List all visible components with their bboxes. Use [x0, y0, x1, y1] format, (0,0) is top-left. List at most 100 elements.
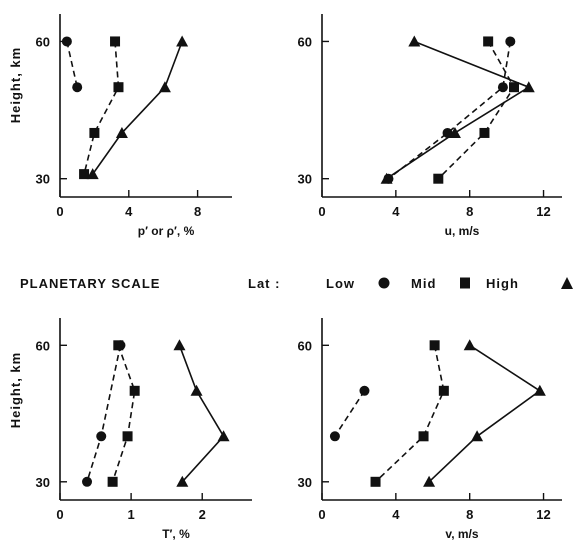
series-high [173, 339, 230, 487]
data-point-triangle [533, 384, 546, 396]
legend-item-high: High [486, 276, 573, 291]
data-point-circle [505, 36, 516, 47]
y-tick-label: 30 [298, 475, 312, 490]
data-point-square [483, 36, 494, 47]
data-point-square [479, 127, 490, 138]
x-tick-label: 2 [199, 507, 206, 522]
data-point-square [418, 431, 429, 442]
x-tick-label: 0 [318, 204, 325, 219]
x-axis-label: v, m/s [445, 527, 478, 541]
data-point-triangle [408, 35, 421, 47]
series-high [423, 339, 546, 487]
x-tick-label: 8 [466, 507, 473, 522]
triangle-marker-icon [561, 277, 573, 289]
data-point-square [113, 82, 124, 93]
data-point-triangle [522, 81, 535, 93]
x-tick-label: 4 [125, 204, 133, 219]
x-tick-label: 12 [536, 204, 550, 219]
x-axis-label: p′ or ρ′, % [138, 224, 195, 238]
data-point-triangle [448, 126, 461, 138]
data-point-triangle [190, 384, 203, 396]
x-tick-label: 12 [536, 507, 550, 522]
legend-label-mid: Mid [411, 276, 436, 291]
data-point-triangle [423, 475, 436, 487]
series-low [61, 36, 83, 93]
data-point-square [438, 385, 449, 396]
data-point-square [429, 340, 440, 351]
series-line-high [386, 40, 531, 180]
legend-label-low: Low [326, 276, 355, 291]
legend-label-high: High [486, 276, 519, 291]
series-line-low [388, 41, 512, 180]
series-mid [433, 36, 519, 184]
data-point-circle [96, 431, 107, 442]
series-line-low [86, 345, 122, 483]
y-tick-label: 30 [298, 172, 312, 187]
y-tick-label: 60 [298, 34, 312, 49]
y-axis-label: Height, km [8, 352, 23, 428]
data-point-square [89, 127, 100, 138]
chart-pressure-density: 30 60 0 4 8 p′ or ρ′, % Height, km [8, 14, 232, 238]
series-low [329, 385, 370, 442]
data-point-square [433, 173, 444, 184]
x-tick-label: 0 [318, 507, 325, 522]
series-line-mid [111, 345, 136, 483]
data-point-square [122, 431, 133, 442]
data-point-triangle [176, 475, 189, 487]
x-tick-label: 8 [194, 204, 201, 219]
y-tick-label: 30 [36, 172, 50, 187]
series-mid [370, 340, 449, 487]
y-tick-label: 60 [36, 338, 50, 353]
series-line-mid [83, 41, 120, 175]
series-line-low [334, 390, 366, 437]
data-point-circle [497, 82, 508, 93]
data-point-square [129, 385, 140, 396]
series-line-low [66, 41, 78, 88]
data-point-triangle [217, 430, 230, 442]
series-mid [107, 340, 140, 487]
x-tick-label: 8 [466, 204, 473, 219]
data-point-triangle [173, 339, 186, 351]
series-low [383, 36, 516, 184]
square-marker-icon [460, 277, 470, 289]
x-tick-label: 4 [392, 507, 400, 522]
series-line-high [92, 41, 183, 175]
data-point-square [107, 476, 118, 487]
data-point-square [509, 82, 519, 93]
x-tick-label: 4 [392, 204, 400, 219]
y-tick-label: 30 [36, 475, 50, 490]
data-point-square [370, 476, 381, 487]
legend-item-low: Low [326, 276, 390, 291]
circle-marker-icon [378, 277, 390, 289]
data-point-circle [329, 431, 340, 442]
data-point-square [113, 340, 124, 351]
data-point-circle [82, 476, 93, 487]
x-axis-label: T′, % [162, 527, 190, 541]
y-axis-label: Height, km [8, 47, 23, 123]
y-tick-label: 60 [36, 34, 50, 49]
x-axis-label: u, m/s [445, 224, 480, 238]
chart-meridional-wind: 30 60 0 4 8 12 v, m/s [298, 318, 562, 541]
data-point-square [110, 36, 121, 47]
data-point-square [79, 169, 90, 180]
series-line-high [178, 345, 225, 483]
chart-temperature: 30 60 0 1 2 T′, % Height, km [8, 318, 252, 541]
series-mid [79, 36, 124, 180]
data-point-triangle [115, 126, 128, 138]
data-point-triangle [463, 339, 476, 351]
planetary-scale-banner: PLANETARY SCALE Lat : Low Mid High [20, 276, 573, 291]
data-point-triangle [86, 168, 99, 180]
data-point-circle [359, 385, 370, 396]
legend-item-mid: Mid [411, 276, 470, 291]
series-line-high [428, 344, 542, 483]
data-point-triangle [176, 35, 189, 47]
latitude-label: Lat : [248, 276, 280, 291]
data-point-triangle [158, 81, 171, 93]
x-tick-label: 0 [56, 204, 63, 219]
x-tick-label: 1 [127, 507, 134, 522]
series-line-mid [374, 345, 445, 483]
series-high [380, 35, 535, 184]
chart-zonal-wind: 30 60 0 4 8 12 u, m/s [298, 14, 562, 238]
